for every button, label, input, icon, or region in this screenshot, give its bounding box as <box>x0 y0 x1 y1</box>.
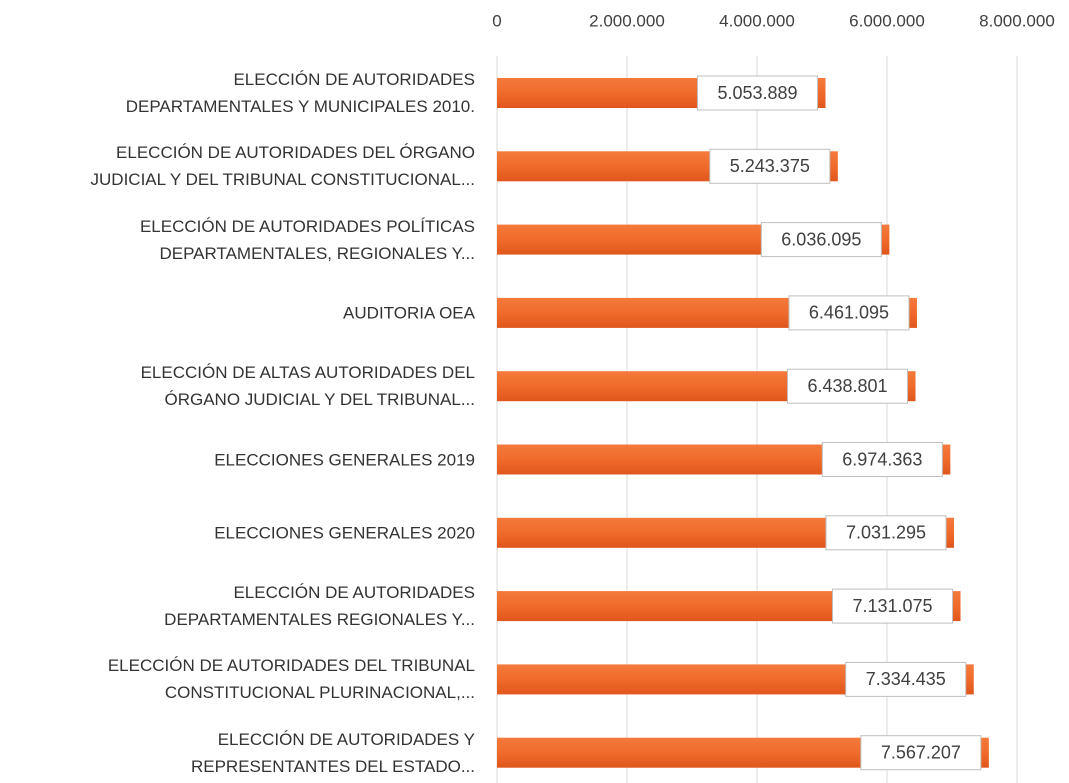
category-label: ELECCIONES GENERALES 2020 <box>214 523 475 543</box>
value-label: 6.438.801 <box>807 376 887 396</box>
value-label-box <box>845 661 967 697</box>
value-label: 7.334.435 <box>866 669 946 689</box>
value-label-box <box>787 368 909 404</box>
x-tick-label: 2.000.000 <box>589 11 665 30</box>
category-label: ELECCIÓN DE AUTORIDADES Y REPRESENTANTES… <box>190 729 475 776</box>
value-label-box <box>825 515 947 551</box>
value-label: 6.974.363 <box>842 449 922 469</box>
x-tick-label: 4.000.000 <box>719 11 795 30</box>
x-tick-label: 8.000.000 <box>979 11 1055 30</box>
value-label: 5.053.889 <box>717 83 797 103</box>
value-label: 7.567.207 <box>881 742 961 762</box>
value-label: 7.031.295 <box>846 523 926 543</box>
category-label: AUDITORIA OEA <box>343 303 475 323</box>
value-label-box <box>697 75 819 111</box>
x-tick-label: 6.000.000 <box>849 11 925 30</box>
value-label-box <box>760 222 882 258</box>
value-label: 6.461.095 <box>809 303 889 323</box>
value-label-box <box>832 588 954 624</box>
value-label: 5.243.375 <box>730 156 810 176</box>
value-label-box <box>821 442 943 477</box>
value-label: 6.036.095 <box>781 229 861 249</box>
category-label: ELECCIÓN DE AUTORIDADES DEPARTAMENTALES … <box>164 583 475 630</box>
category-label: ELECCIÓN DE ALTAS AUTORIDADES DEL ÓRGANO… <box>140 363 475 410</box>
value-label-box <box>709 148 831 184</box>
category-label: ELECCIONES GENERALES 2019 <box>214 450 475 469</box>
category-label: ELECCIÓN DE AUTORIDADES DEL TRIBUNAL CON… <box>107 656 475 703</box>
value-label: 7.131.075 <box>852 596 932 616</box>
value-label-box <box>860 735 982 771</box>
x-tick-label: 0 <box>492 11 501 30</box>
value-label-box <box>788 295 910 331</box>
category-label: ELECCIÓN DE AUTORIDADES DEL ÓRGANO JUDIC… <box>90 143 475 190</box>
category-label: ELECCIÓN DE AUTORIDADES DEPARTAMENTALES … <box>125 70 475 116</box>
category-label: ELECCIÓN DE AUTORIDADES POLÍTICAS DEPART… <box>139 216 475 263</box>
